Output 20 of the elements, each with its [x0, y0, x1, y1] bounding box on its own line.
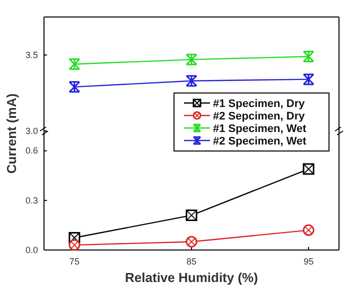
y-tick-label: 0.0	[25, 244, 38, 255]
y-tick-label: 0.6	[25, 146, 38, 156]
x-tick-label: 75	[69, 256, 80, 266]
legend-label: #2 Specimen, Wet	[213, 136, 307, 148]
point	[302, 50, 314, 62]
y-tick-label: 3.5	[25, 50, 38, 60]
point	[186, 54, 198, 66]
x-tick-label: 95	[304, 256, 314, 266]
y-tick-label: 0.3	[25, 195, 38, 206]
y-tick-label: 3.0	[25, 126, 38, 136]
legend-label: #1 Specimen, Dry	[213, 98, 306, 110]
legend-label: #1 Specimen, Wet	[213, 123, 307, 135]
point	[302, 74, 314, 86]
x-tick-label: 85	[186, 256, 197, 266]
legend-label: #2 Sepcimen, Dry	[213, 110, 306, 122]
y-axis-title: Current (mA)	[4, 93, 19, 174]
x-axis-title: Relative Humidity (%)	[125, 270, 258, 285]
point	[68, 58, 80, 70]
point	[68, 81, 80, 93]
point	[186, 75, 198, 87]
